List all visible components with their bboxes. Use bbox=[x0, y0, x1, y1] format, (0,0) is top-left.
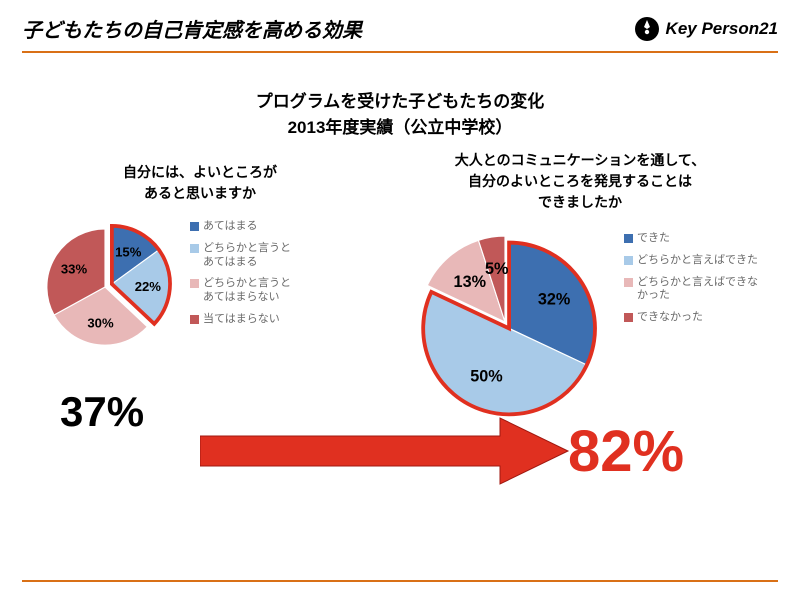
chart-left-question: 自分には、よいところが あると思いますか bbox=[30, 162, 370, 204]
arrow-icon bbox=[200, 416, 570, 491]
subtitle-line1: プログラムを受けた子どもたちの変化 bbox=[0, 89, 800, 115]
charts-area: 自分には、よいところが あると思いますか 15% 22% 30% 33% あてはまるど… bbox=[0, 140, 800, 520]
pie-right-wrap: 32% 50% 13%5% bbox=[400, 217, 610, 427]
pie-left: 15% 22% 30% 33% bbox=[30, 212, 180, 362]
legend-swatch bbox=[624, 234, 633, 243]
big-percent-right: 82% bbox=[568, 418, 684, 485]
legend-label: どちらかと言うと あてはまる bbox=[203, 242, 291, 270]
legend-item: できた bbox=[624, 232, 774, 246]
chart-left: 自分には、よいところが あると思いますか 15% 22% 30% 33% あてはまるど… bbox=[30, 162, 370, 362]
svg-text:15%: 15% bbox=[115, 245, 142, 260]
subtitle: プログラムを受けた子どもたちの変化 2013年度実績（公立中学校） bbox=[0, 89, 800, 140]
svg-text:22%: 22% bbox=[135, 279, 162, 294]
svg-text:33%: 33% bbox=[61, 261, 88, 276]
legend-left: あてはまるどちらかと言うと あてはまるどちらかと言うと あてはまらない当てはまら… bbox=[190, 220, 320, 335]
svg-text:32%: 32% bbox=[538, 291, 570, 309]
legend-swatch bbox=[190, 315, 199, 324]
legend-right: できたどちらかと言えばできたどちらかと言えばできな かったできなかった bbox=[624, 232, 774, 333]
rule-bottom bbox=[22, 580, 778, 582]
pie-right: 32% 50% 13%5% bbox=[400, 217, 610, 427]
legend-swatch bbox=[624, 278, 633, 287]
legend-label: どちらかと言うと あてはまらない bbox=[203, 277, 291, 305]
logo-icon bbox=[634, 16, 660, 42]
legend-item: どちらかと言うと あてはまらない bbox=[190, 277, 320, 305]
legend-item: どちらかと言えばできた bbox=[624, 254, 774, 268]
legend-label: どちらかと言えばできた bbox=[637, 254, 758, 268]
legend-label: 当てはまらない bbox=[203, 313, 280, 327]
legend-label: できた bbox=[637, 232, 670, 246]
legend-swatch bbox=[624, 313, 633, 322]
legend-item: 当てはまらない bbox=[190, 313, 320, 327]
legend-swatch bbox=[190, 279, 199, 288]
pie-left-wrap: 15% 22% 30% 33% bbox=[30, 212, 180, 362]
legend-item: できなかった bbox=[624, 311, 774, 325]
big-percent-left: 37% bbox=[60, 388, 144, 436]
legend-swatch bbox=[624, 256, 633, 265]
legend-label: あてはまる bbox=[203, 220, 258, 234]
legend-item: どちらかと言うと あてはまる bbox=[190, 242, 320, 270]
subtitle-line2: 2013年度実績（公立中学校） bbox=[0, 115, 800, 141]
legend-label: どちらかと言えばできな かった bbox=[637, 276, 758, 304]
svg-text:30%: 30% bbox=[87, 315, 114, 330]
logo: Key Person21 bbox=[634, 16, 778, 42]
legend-swatch bbox=[190, 244, 199, 253]
page-title: 子どもたちの自己肯定感を高める効果 bbox=[22, 14, 362, 43]
chart-right: 大人とのコミュニケーションを通して、 自分のよいところを発見することは できまし… bbox=[380, 150, 780, 427]
svg-text:50%: 50% bbox=[470, 367, 502, 385]
legend-swatch bbox=[190, 222, 199, 231]
rule-top bbox=[22, 51, 778, 53]
legend-item: あてはまる bbox=[190, 220, 320, 234]
legend-item: どちらかと言えばできな かった bbox=[624, 276, 774, 304]
chart-right-question: 大人とのコミュニケーションを通して、 自分のよいところを発見することは できまし… bbox=[380, 150, 780, 213]
svg-text:13%: 13% bbox=[454, 273, 486, 291]
header: 子どもたちの自己肯定感を高める効果 Key Person21 bbox=[0, 0, 800, 51]
logo-text: Key Person21 bbox=[666, 19, 778, 39]
legend-label: できなかった bbox=[637, 311, 703, 325]
svg-text:5%: 5% bbox=[485, 260, 508, 278]
